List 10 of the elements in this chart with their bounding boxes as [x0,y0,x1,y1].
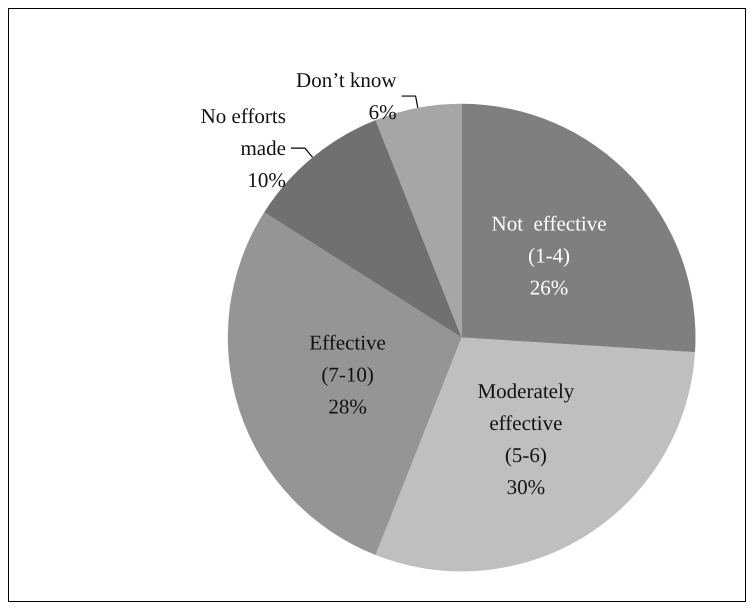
data-label: 10% [247,168,286,192]
slice-label: Moderately effective (5-6) [478,378,575,467]
data-label: 26% [530,275,568,300]
slice-label: No efforts made [200,104,286,160]
data-label: 28% [328,394,367,419]
data-label: 6% [368,100,397,124]
slice-label: Not effective (1-4) [492,211,607,268]
data-label: 30% [506,474,546,499]
slice-label: Effective (7-10) [309,330,386,387]
slice-label: Don’t know [296,68,398,92]
